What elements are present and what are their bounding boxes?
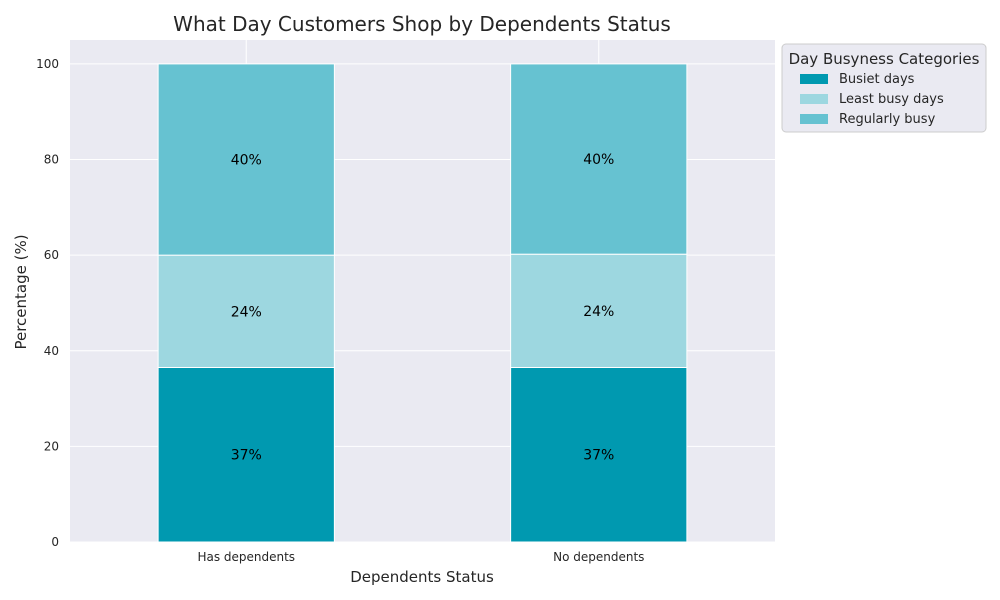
bar-value-label: 40%: [583, 152, 614, 168]
legend-swatch: [800, 94, 828, 104]
legend-entry-label: Least busy days: [839, 92, 944, 107]
bar-segment: [510, 366, 688, 543]
x-tick-label: No dependents: [553, 550, 644, 564]
bar-segment: [157, 63, 335, 256]
bar-value-label: 24%: [231, 304, 262, 320]
legend: Day Busyness Categories Busiet days Least…: [781, 43, 987, 133]
bar-value-label: 40%: [231, 153, 262, 169]
x-tick-labels: Has dependents No dependents: [197, 550, 644, 564]
bars-group: [157, 63, 688, 543]
y-tick-label: 40: [44, 344, 59, 358]
y-tick-label: 80: [44, 153, 59, 167]
legend-entry-label: Regularly busy: [839, 112, 936, 127]
y-tick-label: 100: [36, 57, 59, 71]
bar-segment: [157, 254, 335, 368]
y-axis-label: Percentage (%): [12, 234, 30, 349]
x-axis-label: Dependents Status: [350, 568, 494, 586]
bar-segment: [510, 63, 688, 255]
bar-segment: [510, 253, 688, 368]
bar-value-label: 37%: [583, 448, 614, 464]
y-tick-labels: 0 20 40 60 80 100: [36, 57, 59, 549]
bar-value-label: 24%: [583, 304, 614, 320]
y-tick-label: 60: [44, 248, 59, 262]
bar-value-label: 37%: [231, 448, 262, 464]
y-tick-label: 0: [51, 535, 59, 549]
legend-swatch: [800, 74, 828, 84]
data-labels-group: 37% 24% 40% 37% 24% 40%: [231, 152, 615, 464]
y-tick-label: 20: [44, 439, 59, 453]
legend-frame: [781, 43, 987, 133]
legend-title: Day Busyness Categories: [789, 50, 980, 68]
legend-entry-label: Busiet days: [839, 72, 915, 87]
x-tick-label: Has dependents: [197, 550, 295, 564]
chart-title: What Day Customers Shop by Dependents St…: [173, 12, 671, 36]
bar-segment: [157, 366, 335, 543]
legend-swatch: [800, 114, 828, 124]
